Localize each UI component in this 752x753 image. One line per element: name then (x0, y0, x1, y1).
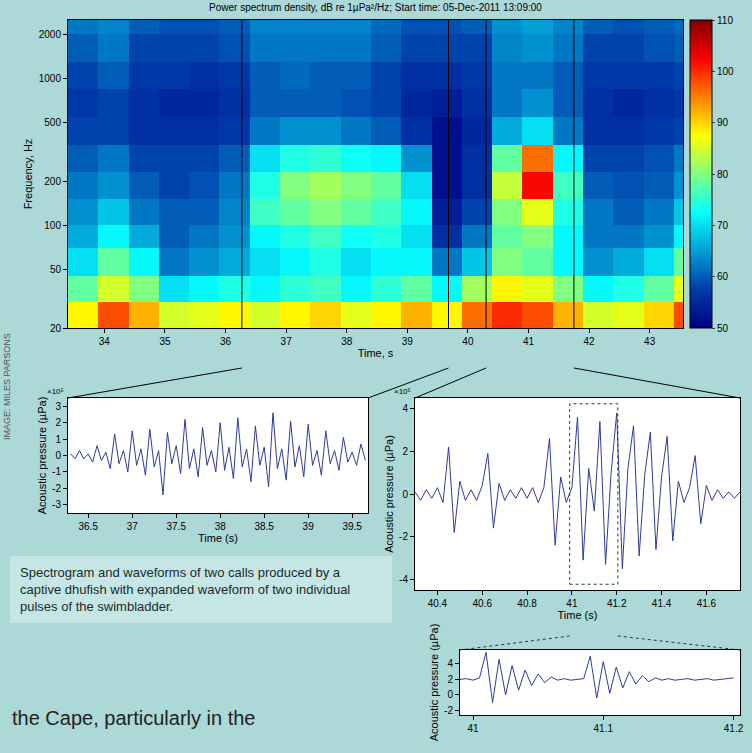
svg-text:37.5: 37.5 (166, 521, 186, 532)
svg-text:35: 35 (159, 336, 171, 347)
svg-text:42: 42 (584, 336, 596, 347)
svg-text:50: 50 (717, 323, 729, 334)
svg-text:2000: 2000 (39, 29, 62, 40)
svg-text:0: 0 (55, 450, 61, 461)
svg-text:Frequency, Hz: Frequency, Hz (22, 139, 34, 210)
svg-text:90: 90 (717, 117, 729, 128)
svg-text:39: 39 (303, 521, 315, 532)
svg-text:110: 110 (717, 15, 733, 26)
svg-text:70: 70 (717, 220, 729, 231)
svg-text:40.6: 40.6 (473, 598, 493, 609)
svg-text:-2: -2 (52, 483, 61, 494)
svg-text:41: 41 (523, 336, 535, 347)
svg-text:41.4: 41.4 (652, 598, 672, 609)
svg-text:Acoustic pressure (µPa): Acoustic pressure (µPa) (383, 435, 395, 553)
svg-text:3: 3 (55, 401, 61, 412)
svg-text:41: 41 (467, 723, 479, 734)
svg-text:200: 200 (44, 176, 61, 187)
svg-text:0: 0 (402, 489, 408, 500)
html-text:the Cape, particularly in the: the Cape, particularly in the (12, 707, 256, 729)
svg-text:43: 43 (644, 336, 656, 347)
svg-text:-1: -1 (52, 466, 61, 477)
svg-text:41.1: 41.1 (594, 723, 614, 734)
svg-text:Acoustic pressure (µPa): Acoustic pressure (µPa) (428, 624, 440, 742)
svg-text:40.8: 40.8 (517, 598, 537, 609)
svg-text:4: 4 (447, 658, 453, 669)
svg-text:36: 36 (220, 336, 232, 347)
svg-text:Time (s): Time (s) (558, 609, 598, 621)
svg-text:-2: -2 (399, 531, 408, 542)
svg-text:39.5: 39.5 (342, 521, 362, 532)
svg-text:Power spectrum density, dB re: Power spectrum density, dB re 1µPa²/Hz; … (209, 2, 542, 13)
svg-text:-3: -3 (52, 499, 61, 510)
svg-text:39: 39 (402, 336, 414, 347)
svg-text:1000: 1000 (39, 73, 62, 84)
svg-text:Acoustic pressure (µPa): Acoustic pressure (µPa) (36, 397, 48, 515)
svg-text:Time, s: Time, s (358, 347, 394, 359)
svg-text:50: 50 (50, 264, 62, 275)
svg-text:2: 2 (447, 674, 453, 685)
svg-text:36.5: 36.5 (78, 521, 98, 532)
svg-text:41: 41 (566, 598, 578, 609)
svg-text:38: 38 (215, 521, 227, 532)
svg-text:100: 100 (44, 220, 61, 231)
svg-text:×10⁵: ×10⁵ (394, 387, 411, 396)
svg-text:×10⁵: ×10⁵ (47, 387, 64, 396)
svg-text:Time (s): Time (s) (198, 532, 238, 544)
svg-text:1: 1 (55, 434, 61, 445)
svg-text:60: 60 (717, 271, 729, 282)
svg-text:0: 0 (447, 689, 453, 700)
svg-text:41.6: 41.6 (697, 598, 717, 609)
svg-text:2: 2 (55, 417, 61, 428)
svg-text:40.4: 40.4 (428, 598, 448, 609)
svg-text:80: 80 (717, 169, 729, 180)
svg-text:-2: -2 (444, 705, 453, 716)
svg-text:20: 20 (50, 323, 62, 334)
svg-text:34: 34 (99, 336, 111, 347)
svg-text:4: 4 (402, 403, 408, 414)
svg-text:37: 37 (281, 336, 293, 347)
svg-text:2: 2 (402, 446, 408, 457)
svg-text:-4: -4 (399, 574, 408, 585)
svg-text:500: 500 (44, 117, 61, 128)
svg-text:41.2: 41.2 (724, 723, 744, 734)
svg-text:37: 37 (127, 521, 139, 532)
svg-text:38.5: 38.5 (254, 521, 274, 532)
html-text:Spectrogram and waveforms of t: Spectrogram and waveforms of two calls p… (20, 565, 351, 614)
svg-text:41.2: 41.2 (607, 598, 627, 609)
html-text:IMAGE: MILES PARSONS: IMAGE: MILES PARSONS (2, 333, 12, 440)
svg-text:40: 40 (462, 336, 474, 347)
svg-text:100: 100 (717, 66, 734, 77)
svg-text:38: 38 (341, 336, 353, 347)
